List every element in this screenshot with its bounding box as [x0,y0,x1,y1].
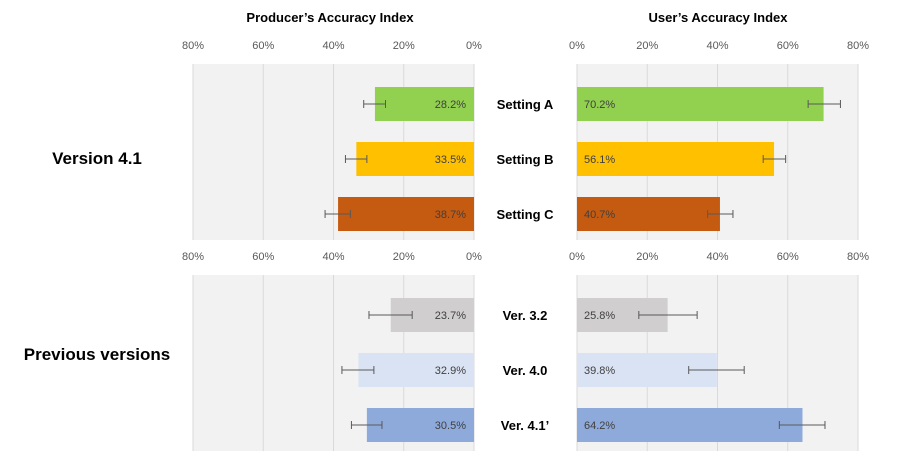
user-value-label: 56.1% [584,154,615,166]
group-label-version-4-1: Version 4.1 [52,149,142,168]
producer-tick-label: 20% [393,40,415,52]
user-tick-label: 20% [636,251,658,263]
user-accuracy-title: User’s Accuracy Index [649,10,789,25]
user-bar [577,197,720,231]
producer-tick-label: 80% [182,40,204,52]
category-label: Ver. 4.1’ [501,418,549,433]
user-value-label: 25.8% [584,310,615,322]
user-value-label: 39.8% [584,365,615,377]
producer-value-label: 28.2% [435,99,466,111]
producer-value-label: 32.9% [435,365,466,377]
user-value-label: 70.2% [584,99,615,111]
user-tick-label: 60% [777,251,799,263]
user-tick-label: 0% [569,40,585,52]
producer-tick-label: 0% [466,251,482,263]
producer-tick-label: 0% [466,40,482,52]
producer-tick-label: 60% [252,251,274,263]
producer-tick-label: 40% [322,251,344,263]
user-tick-label: 80% [847,40,869,52]
user-bar [577,142,775,176]
group-0: 80% 60% 40% 20% 0% 0% 20% 40% 60% 80% Setting A 28.… [182,40,869,240]
producer-tick-label: 40% [322,40,344,52]
producer-bar [374,87,474,121]
group-label-previous-versions: Previous versions [24,345,170,364]
group-1: 80% 60% 40% 20% 0% 0% 20% 40% 60% 80% Ver. 3.2 23.7… [182,251,869,451]
producer-bar [338,197,474,231]
user-value-label: 64.2% [584,420,615,432]
producer-tick-label: 60% [252,40,274,52]
producer-bar [358,353,474,387]
category-label: Ver. 3.2 [503,308,548,323]
producer-tick-label: 20% [393,251,415,263]
category-label: Ver. 4.0 [503,363,548,378]
category-label: Setting C [496,207,554,222]
user-tick-label: 40% [706,251,728,263]
producer-accuracy-title: Producer’s Accuracy Index [246,10,414,25]
category-label: Setting B [496,152,553,167]
user-value-label: 40.7% [584,209,615,221]
producer-value-label: 38.7% [435,209,466,221]
producer-value-label: 23.7% [435,310,466,322]
user-tick-label: 60% [777,40,799,52]
user-bar [577,408,803,442]
user-tick-label: 40% [706,40,728,52]
user-tick-label: 80% [847,251,869,263]
user-tick-label: 20% [636,40,658,52]
user-tick-label: 0% [569,251,585,263]
category-label: Setting A [497,97,554,112]
producer-value-label: 33.5% [435,154,466,166]
producer-bar [366,408,474,442]
producer-value-label: 30.5% [435,420,466,432]
producer-tick-label: 80% [182,251,204,263]
producer-bar [356,142,474,176]
user-bar [577,87,824,121]
chart-panels: 80% 60% 40% 20% 0% 0% 20% 40% 60% 80% Setting A 28.… [182,40,869,451]
